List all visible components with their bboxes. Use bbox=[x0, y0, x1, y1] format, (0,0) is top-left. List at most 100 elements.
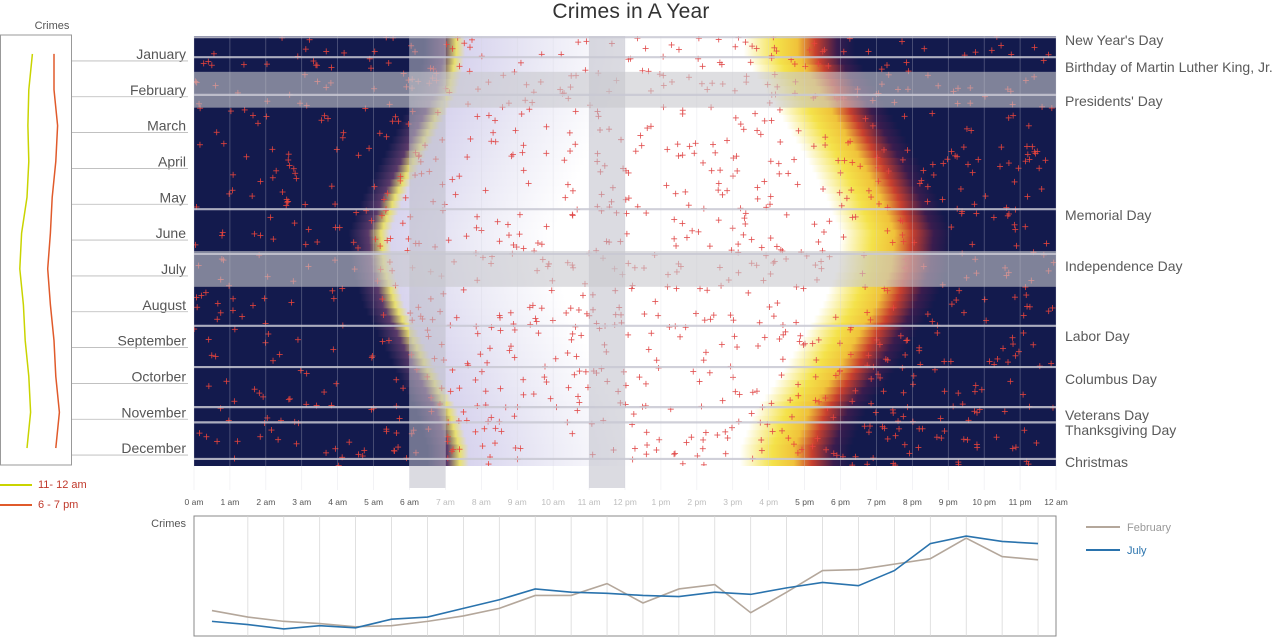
crime-marker bbox=[267, 214, 274, 221]
crime-marker bbox=[630, 411, 637, 418]
crime-marker bbox=[832, 314, 839, 321]
crime-marker bbox=[1042, 157, 1049, 164]
crime-marker bbox=[758, 447, 765, 454]
crime-marker bbox=[767, 201, 774, 208]
crime-marker bbox=[518, 111, 525, 118]
crime-marker bbox=[332, 201, 339, 208]
crime-marker bbox=[456, 385, 463, 392]
crime-marker bbox=[872, 409, 879, 416]
crime-marker bbox=[948, 301, 955, 308]
crime-marker bbox=[755, 342, 762, 349]
crime-marker bbox=[534, 240, 541, 247]
month-label-december: December bbox=[121, 440, 186, 456]
crime-marker bbox=[729, 225, 736, 232]
crime-marker bbox=[569, 187, 576, 194]
crime-marker bbox=[653, 357, 660, 364]
hour-label-9-am: 9 am bbox=[508, 497, 527, 507]
crime-marker bbox=[226, 190, 233, 197]
crime-marker bbox=[492, 425, 499, 432]
crime-marker bbox=[924, 183, 931, 190]
crime-marker bbox=[513, 244, 520, 251]
crime-marker bbox=[770, 313, 777, 320]
crime-marker bbox=[812, 397, 819, 404]
crime-marker bbox=[773, 243, 780, 250]
crime-marker bbox=[512, 127, 519, 134]
crime-marker bbox=[552, 355, 559, 362]
crime-marker bbox=[896, 425, 903, 432]
crime-marker bbox=[474, 330, 481, 337]
left-chart-frame bbox=[0, 34, 72, 466]
crime-marker bbox=[1009, 334, 1016, 341]
crime-marker bbox=[321, 112, 328, 119]
crime-marker bbox=[971, 388, 978, 395]
crime-marker bbox=[900, 413, 907, 420]
crime-marker bbox=[270, 236, 277, 243]
crime-marker bbox=[243, 153, 250, 160]
crime-marker bbox=[1007, 378, 1014, 385]
crime-marker bbox=[960, 436, 967, 443]
bottom-chart-frame bbox=[193, 515, 1057, 637]
crime-marker bbox=[852, 387, 859, 394]
crime-marker bbox=[729, 374, 736, 381]
crime-marker bbox=[302, 201, 309, 208]
crime-marker bbox=[333, 380, 340, 387]
crime-marker bbox=[843, 195, 850, 202]
crime-marker bbox=[975, 156, 982, 163]
crime-marker bbox=[579, 292, 586, 299]
highlight-row-july bbox=[194, 251, 1056, 287]
holiday-label-birthday-of-martin-luther-king-jr: Birthday of Martin Luther King, Jr. bbox=[1065, 59, 1273, 75]
crime-marker bbox=[921, 45, 928, 52]
crime-marker bbox=[974, 409, 981, 416]
crime-marker bbox=[1020, 329, 1027, 336]
crime-marker bbox=[903, 59, 910, 66]
crime-marker bbox=[1011, 294, 1018, 301]
crime-marker bbox=[444, 438, 451, 445]
crime-marker bbox=[767, 193, 774, 200]
crime-marker bbox=[972, 49, 979, 56]
crime-marker bbox=[576, 368, 583, 375]
crime-marker bbox=[652, 298, 659, 305]
crime-marker bbox=[305, 226, 312, 233]
crime-marker bbox=[453, 314, 460, 321]
crime-marker bbox=[538, 241, 545, 248]
crime-marker bbox=[535, 330, 542, 337]
hour-label-10-pm: 10 pm bbox=[972, 497, 996, 507]
crime-marker bbox=[283, 196, 290, 203]
crime-marker bbox=[257, 178, 264, 185]
holiday-label-presidents-day: Presidents' Day bbox=[1065, 93, 1163, 109]
crime-marker bbox=[461, 40, 468, 47]
crime-marker bbox=[825, 62, 832, 69]
crime-marker bbox=[752, 110, 759, 117]
crime-marker bbox=[529, 302, 536, 309]
crime-marker bbox=[969, 241, 976, 248]
crime-marker bbox=[254, 120, 261, 127]
hour-label-11-am: 11 am bbox=[578, 497, 601, 507]
crime-marker bbox=[293, 175, 300, 182]
crime-marker bbox=[724, 187, 731, 194]
crime-marker bbox=[290, 165, 297, 172]
crime-marker bbox=[276, 351, 283, 358]
crime-marker bbox=[460, 408, 467, 415]
crime-marker bbox=[1023, 143, 1030, 150]
crime-marker bbox=[324, 115, 331, 122]
crime-marker bbox=[798, 446, 805, 453]
crime-marker bbox=[249, 193, 256, 200]
crime-marker bbox=[710, 312, 717, 319]
hour-label-9-pm: 9 pm bbox=[939, 497, 958, 507]
crime-marker bbox=[699, 63, 706, 70]
crime-marker bbox=[369, 353, 376, 360]
month-label-may: May bbox=[160, 189, 186, 205]
crime-marker bbox=[303, 370, 310, 377]
crime-marker bbox=[710, 141, 717, 148]
crime-marker bbox=[677, 333, 684, 340]
crime-marker bbox=[1010, 112, 1017, 119]
crime-marker bbox=[456, 63, 463, 70]
crime-marker bbox=[940, 160, 947, 167]
crime-marker bbox=[948, 224, 955, 231]
crime-marker bbox=[268, 427, 275, 434]
crime-marker bbox=[329, 287, 336, 294]
crime-marker bbox=[283, 202, 290, 209]
crime-marker bbox=[494, 218, 501, 225]
crime-marker bbox=[372, 236, 379, 243]
crime-marker bbox=[1012, 444, 1019, 451]
